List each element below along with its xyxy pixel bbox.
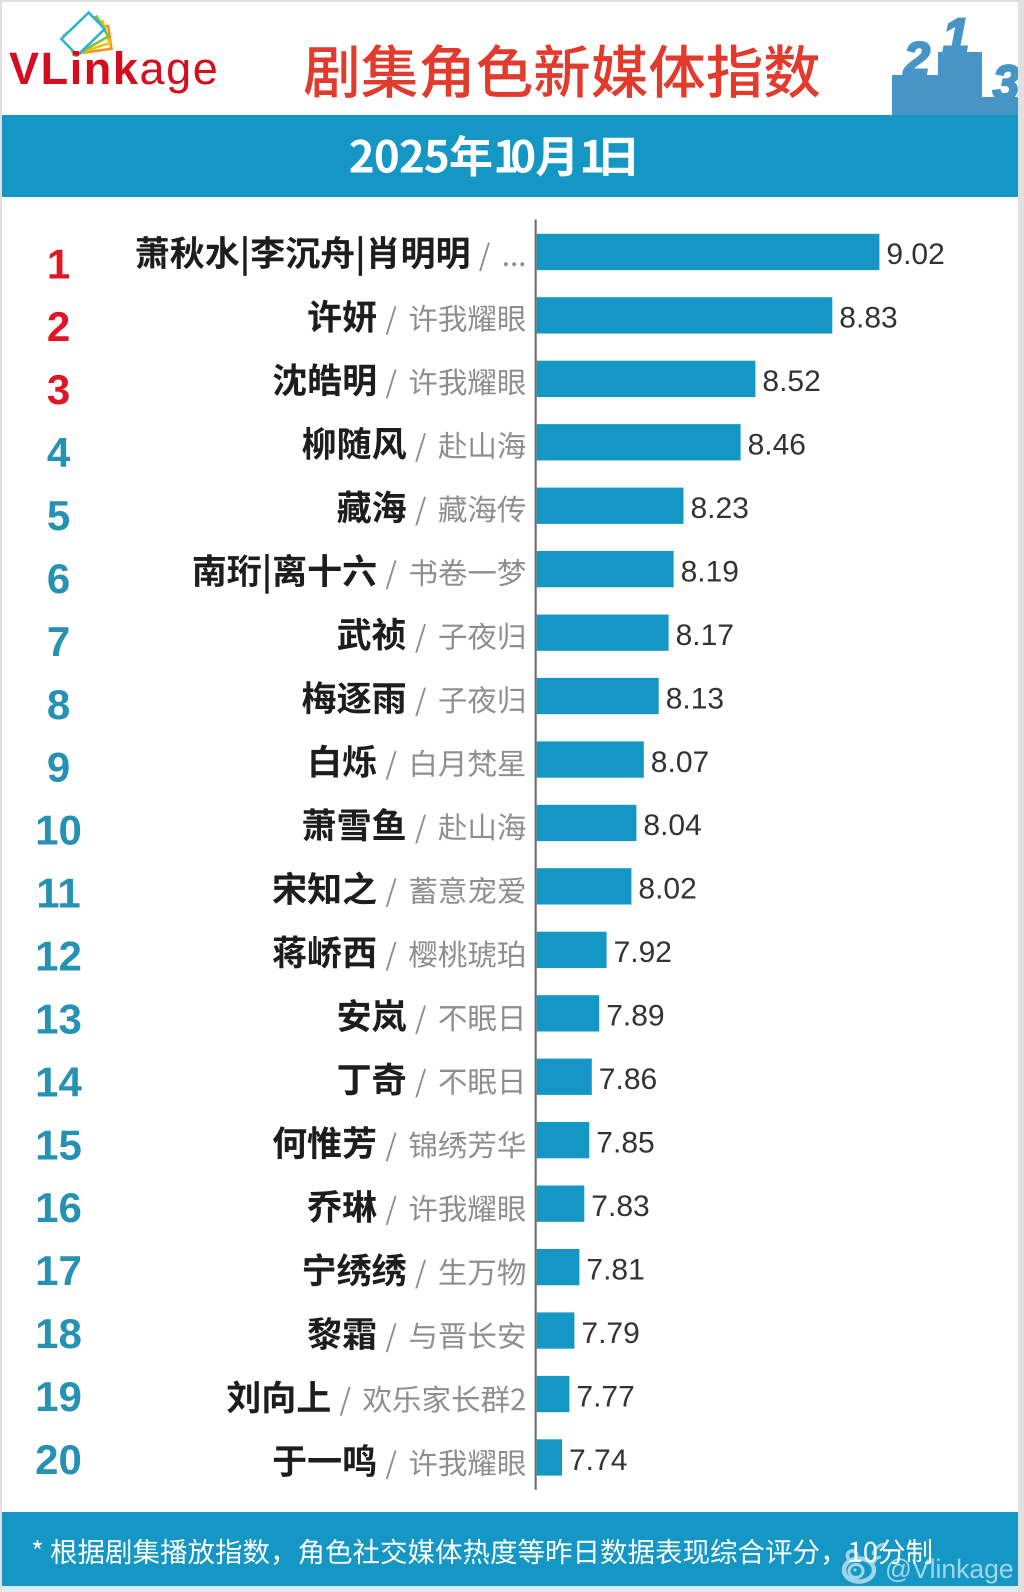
svg-text:8.52: 8.52 — [762, 365, 820, 398]
svg-text:8.04: 8.04 — [643, 809, 701, 842]
svg-text:8.23: 8.23 — [691, 492, 749, 525]
svg-text:8.83: 8.83 — [839, 302, 897, 335]
svg-text:8: 8 — [47, 681, 70, 728]
svg-text:14: 14 — [35, 1058, 82, 1105]
svg-text:10: 10 — [35, 807, 82, 854]
svg-text:6: 6 — [47, 555, 70, 602]
svg-text:1: 1 — [943, 10, 970, 63]
svg-text:7.83: 7.83 — [591, 1190, 649, 1223]
svg-text:8.02: 8.02 — [638, 873, 696, 906]
svg-text:20: 20 — [35, 1436, 82, 1483]
svg-text:13: 13 — [35, 996, 82, 1043]
svg-text:2: 2 — [903, 32, 930, 85]
svg-text:19: 19 — [35, 1373, 82, 1420]
svg-text:16: 16 — [35, 1184, 82, 1231]
svg-text:3: 3 — [993, 57, 1020, 110]
svg-text:7: 7 — [47, 618, 70, 665]
svg-text:8.07: 8.07 — [651, 746, 709, 779]
svg-text:4: 4 — [47, 429, 71, 476]
svg-text:3: 3 — [47, 366, 70, 413]
svg-text:12: 12 — [35, 933, 82, 980]
svg-text:VLinkage: VLinkage — [9, 43, 219, 94]
svg-text:7.79: 7.79 — [581, 1317, 639, 1350]
svg-text:7.74: 7.74 — [569, 1444, 627, 1477]
svg-text:8.13: 8.13 — [666, 682, 724, 715]
svg-text:5: 5 — [47, 492, 70, 539]
svg-text:9: 9 — [47, 744, 70, 791]
svg-text:7.86: 7.86 — [599, 1063, 657, 1096]
svg-text:8.19: 8.19 — [681, 555, 739, 588]
svg-text:7.81: 7.81 — [586, 1253, 644, 1286]
svg-text:2: 2 — [47, 303, 70, 350]
svg-text:11: 11 — [36, 870, 80, 917]
svg-text:7.77: 7.77 — [576, 1380, 634, 1413]
svg-text:7.85: 7.85 — [596, 1127, 654, 1160]
svg-text:7.89: 7.89 — [606, 1000, 664, 1033]
svg-text:1: 1 — [47, 240, 70, 287]
svg-text:7.92: 7.92 — [614, 936, 672, 969]
svg-text:18: 18 — [35, 1310, 82, 1357]
svg-text:15: 15 — [35, 1121, 82, 1168]
svg-text:8.17: 8.17 — [676, 619, 734, 652]
svg-text:@Vlinkage: @Vlinkage — [885, 1554, 1014, 1584]
svg-text:8.46: 8.46 — [748, 429, 806, 462]
svg-text:9.02: 9.02 — [886, 238, 944, 271]
svg-text:17: 17 — [35, 1247, 82, 1294]
